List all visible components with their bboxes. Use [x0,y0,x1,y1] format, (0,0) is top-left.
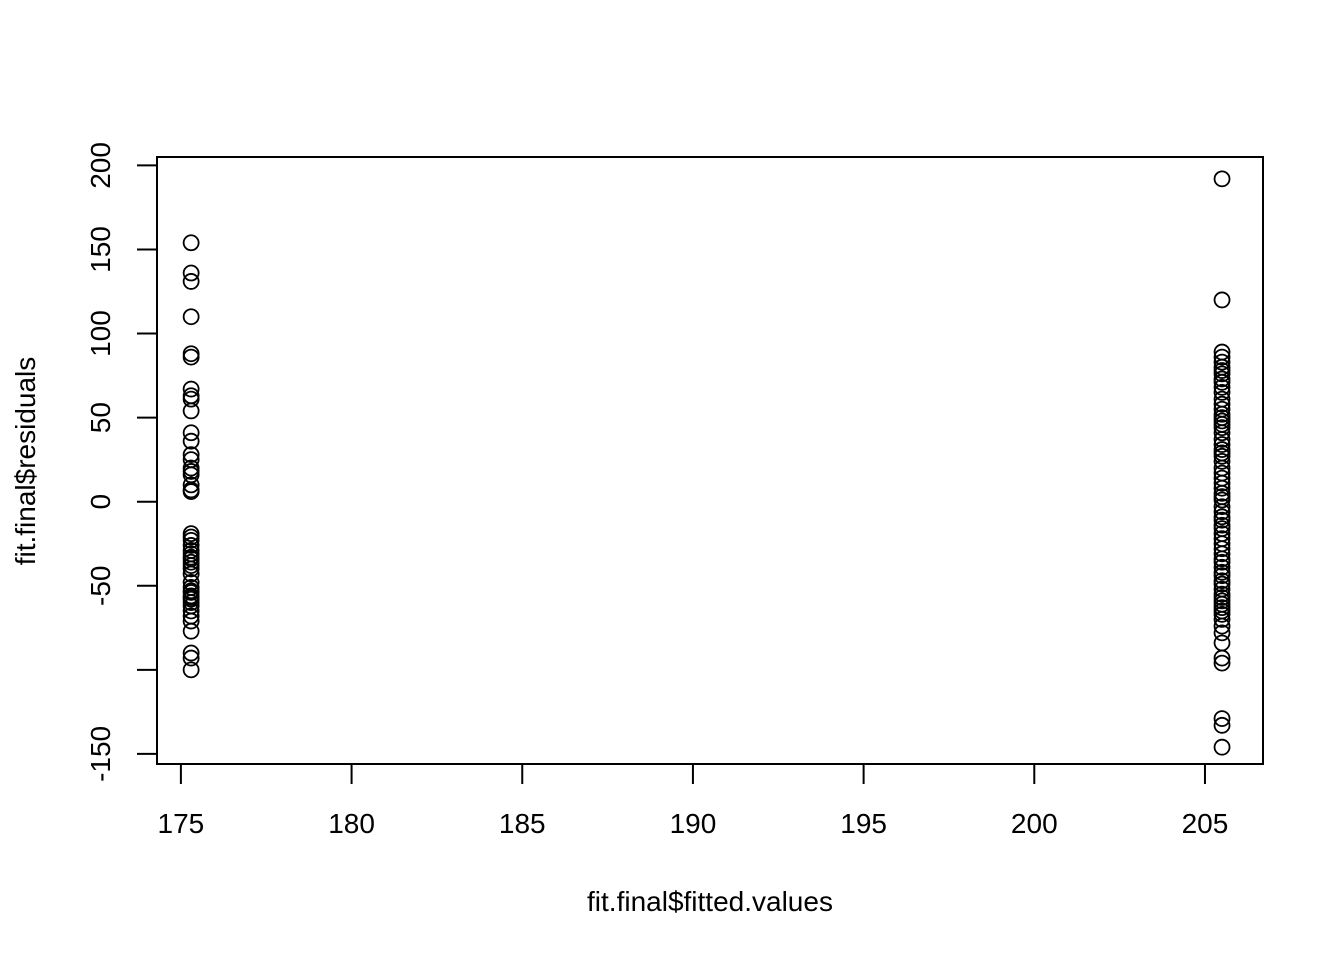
data-point [1213,424,1231,442]
data-point [182,402,200,420]
data-point [1213,491,1231,509]
x-tick-label: 175 [158,808,205,839]
x-tick-label: 205 [1182,808,1229,839]
y-tick-label: 200 [85,142,116,189]
data-point [1213,605,1231,623]
data-point [182,644,200,662]
data-point [1213,353,1231,371]
data-point [1213,479,1231,497]
data-point [182,565,200,583]
data-point [1213,503,1231,521]
data-point [182,483,200,501]
data-point [1213,452,1231,470]
data-point [1213,511,1231,529]
data-point [182,234,200,252]
data-point [182,589,200,606]
data-point [1213,610,1231,628]
data-point [1213,617,1231,635]
data-point [1213,436,1231,453]
data-point [182,273,200,290]
x-tick-label: 180 [328,808,375,839]
data-point [182,348,200,366]
data-point [182,602,200,620]
plot-frame [156,156,1264,765]
data-point [1213,716,1231,734]
data-point [1213,710,1231,728]
data-point [182,531,200,549]
data-point [1213,419,1231,437]
data-point [182,622,200,640]
y-tick-label: 100 [85,310,116,357]
data-point [1213,649,1231,667]
data-points [182,170,1231,756]
data-point [1213,170,1231,188]
y-tick-label: 50 [85,402,116,433]
x-tick-label: 190 [670,808,717,839]
data-point [182,649,200,667]
data-point [1213,348,1231,366]
x-tick-label: 195 [840,808,887,839]
data-point [182,582,200,600]
data-point [182,424,200,442]
data-point [1213,498,1231,516]
data-point [182,548,200,566]
data-point [182,432,200,450]
data-point [182,560,200,578]
data-point [1213,447,1231,465]
y-tick-label: 150 [85,226,116,273]
data-point [1213,373,1231,391]
y-axis: -150 -50 0 50 100 150 200 [85,142,158,782]
data-point [1213,395,1231,413]
data-point [1213,291,1231,309]
data-point [1213,365,1231,383]
x-tick-label: 200 [1011,808,1058,839]
y-axis-label: fit.final$residuals [10,357,41,566]
data-point [1213,575,1231,593]
data-point [1213,545,1231,563]
x-tick-label: 185 [499,808,546,839]
data-point [1213,567,1231,585]
data-point [1213,624,1231,642]
data-point [182,446,200,464]
data-point [1213,474,1231,492]
data-point [182,542,200,559]
data-point [182,476,200,494]
data-point [182,661,200,679]
data-point [182,345,200,363]
data-point [182,380,200,398]
data-point [182,537,200,554]
data-point [1213,431,1231,448]
data-point [1213,384,1231,401]
y-tick-label: 0 [85,494,116,510]
x-axis-label: fit.final$fitted.values [587,886,833,917]
data-point [1213,634,1231,652]
data-point [182,264,200,282]
y-tick-label: -150 [85,726,116,782]
data-point [1213,558,1231,576]
x-axis: 175 180 185 190 195 200 205 [158,763,1229,839]
data-point [182,390,200,408]
y-tick-label: -50 [85,566,116,606]
data-point [1213,553,1231,571]
data-point [1213,540,1231,558]
data-point [182,612,200,630]
data-point [182,308,200,326]
data-point [1213,378,1231,396]
data-point [1213,654,1231,672]
data-point [1213,738,1231,756]
